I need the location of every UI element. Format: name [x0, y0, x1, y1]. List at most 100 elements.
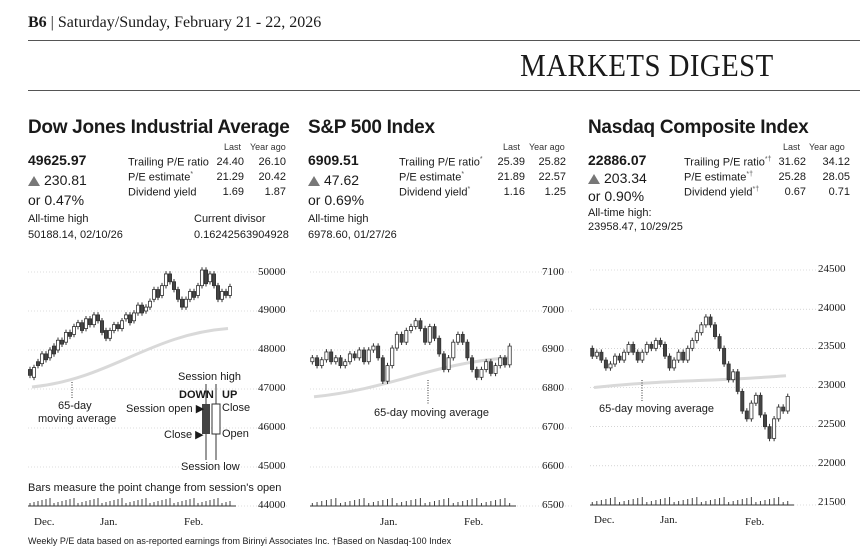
cell-last: 25.28 — [778, 171, 806, 183]
sp-candle — [498, 357, 503, 366]
dow-candle — [72, 326, 77, 335]
sp-candle — [460, 333, 465, 343]
cell-last: 21.89 — [497, 171, 525, 183]
nasdaq-x-tick: Dec. — [594, 514, 615, 526]
sp-candle — [329, 351, 334, 363]
dow-title: Dow Jones Industrial Average — [28, 117, 290, 138]
sp-candle — [357, 349, 362, 359]
dow-candle — [124, 314, 129, 320]
dow-divisor-value: 0.16242563904928 — [194, 229, 289, 241]
legend-down-candle — [202, 404, 210, 434]
dow-candle — [108, 330, 113, 339]
sp-candle — [427, 326, 432, 343]
nasdaq-candle — [640, 351, 645, 361]
dow-candle — [191, 291, 196, 298]
nasdaq-col-year: Year ago — [809, 142, 845, 152]
nasdaq-y-tick-label: 22500 — [818, 418, 846, 430]
nasdaq-ath-label: All-time high: — [588, 207, 652, 219]
sp-candle — [474, 369, 479, 378]
sp-candle — [502, 357, 507, 366]
cell-year: 28.05 — [822, 171, 850, 183]
dow-candle — [84, 318, 89, 329]
dow-candle — [56, 339, 61, 351]
nasdaq-candle — [685, 347, 690, 361]
dow-col-last: Last — [224, 142, 242, 152]
dow-ath-value: 50188.14, 02/10/26 — [28, 229, 123, 241]
dow-candle — [179, 298, 184, 308]
nasdaq-candle — [631, 344, 636, 353]
sp-candle — [315, 357, 320, 366]
nasdaq-candle — [594, 351, 599, 357]
nasdaq-value: 22886.07 — [588, 152, 647, 168]
sp-candle — [432, 326, 437, 339]
nasdaq-candle — [749, 402, 754, 420]
nasdaq-pct: or 0.90% — [588, 188, 645, 204]
nasdaq-y-tick-label: 23500 — [818, 340, 846, 352]
dow-candle — [171, 281, 176, 290]
sp-candle — [493, 365, 498, 374]
dow-y-tick-label: 46000 — [258, 421, 286, 433]
dow-candle — [183, 298, 188, 308]
dow-y-tick-label: 45000 — [258, 460, 286, 472]
dow-candle — [88, 318, 93, 326]
nasdaq-candle — [617, 355, 622, 361]
sp-candle — [376, 345, 381, 359]
cell-last: 1.69 — [222, 186, 244, 198]
dow-candle — [215, 285, 220, 300]
dow-candle — [112, 324, 117, 331]
nasdaq-candle — [731, 371, 736, 381]
sp-value: 6909.51 — [308, 152, 359, 168]
nasdaq-candle — [663, 344, 668, 357]
dow-ath-label: All-time high — [28, 213, 89, 225]
sp-x-tick: Jan. — [380, 516, 398, 528]
dow-y-tick-label: 49000 — [258, 304, 286, 316]
footnote: Weekly P/E data based on as-reported ear… — [28, 536, 452, 546]
dow-candle — [167, 273, 172, 283]
sp-candle — [352, 353, 357, 359]
sp-y-tick-label: 7100 — [542, 266, 564, 278]
sp-candle — [465, 341, 470, 359]
nasdaq-candle — [758, 394, 763, 416]
cell-year: 22.57 — [538, 171, 566, 183]
sp-candle — [479, 369, 484, 378]
nasdaq-candle — [603, 359, 608, 369]
dow-candle — [223, 291, 228, 296]
dow-x-tick: Dec. — [34, 516, 55, 528]
dow-candle — [135, 304, 140, 314]
legend-up: UP — [222, 389, 238, 401]
dow-candle — [36, 361, 41, 367]
dow-candle — [155, 289, 160, 298]
dow-x-tick: Jan. — [100, 516, 118, 528]
sp-ath-label: All-time high — [308, 213, 369, 225]
dow-candle — [100, 320, 105, 333]
dow-candle — [68, 332, 73, 337]
dow-candle — [195, 285, 200, 296]
legend-close-left: Close ▶ — [164, 429, 204, 441]
section-title: MARKETS DIGEST — [520, 47, 774, 83]
dow-candle — [40, 353, 45, 365]
nasdaq-candle — [772, 418, 777, 439]
table-row: P/E estimate* — [128, 171, 194, 184]
sp-candle — [470, 357, 475, 370]
nasdaq-candle — [672, 359, 677, 369]
nasdaq-candle — [676, 351, 681, 361]
sp-candle — [441, 353, 446, 370]
nasdaq-y-tick-label: 23000 — [818, 379, 846, 391]
dow-candle — [120, 320, 125, 329]
dow-candle — [203, 269, 208, 285]
dow-candle — [32, 367, 37, 378]
nasdaq-change: 203.34 — [588, 170, 647, 186]
sp-candle — [380, 357, 385, 382]
dow-candle — [104, 330, 109, 339]
nasdaq-candle — [699, 324, 704, 334]
header-rule — [28, 40, 860, 41]
sp-candle — [484, 361, 489, 370]
dow-candle — [139, 304, 144, 314]
cell-last: 1.16 — [503, 186, 525, 198]
nasdaq-candle — [694, 332, 699, 341]
dow-candle — [187, 291, 192, 300]
sp-candle — [408, 326, 413, 331]
table-row: Trailing P/E ratio — [128, 156, 209, 169]
dow-candle — [116, 324, 121, 329]
dow-ma-line — [31, 327, 229, 389]
